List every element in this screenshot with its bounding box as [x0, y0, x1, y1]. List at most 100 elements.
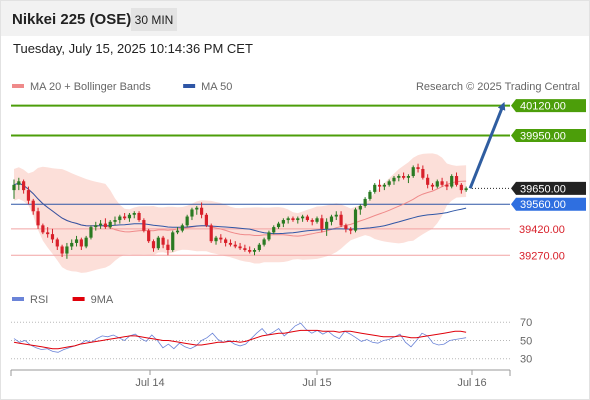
candle [108, 220, 112, 229]
candle [26, 186, 31, 205]
candle [31, 198, 35, 215]
candle-body [142, 220, 146, 231]
candle [94, 221, 98, 231]
candle [281, 218, 285, 228]
candle-body [65, 246, 69, 254]
candle [89, 225, 93, 240]
candle-body [243, 248, 247, 250]
candle-body [94, 225, 98, 228]
level-label-current: 39650.00 [520, 183, 566, 195]
candle-body [74, 239, 79, 243]
candle [377, 179, 382, 192]
candle-body [454, 176, 459, 185]
rsi-ma-line [13, 329, 467, 350]
candle [118, 214, 122, 224]
x-tick-label: Jul 14 [135, 377, 164, 389]
candle [142, 218, 146, 233]
candle [349, 227, 353, 235]
candle-body [103, 223, 107, 228]
candle-body [272, 227, 276, 233]
candle [382, 183, 386, 191]
candle-body [286, 218, 290, 221]
rsi-tick-label: 70 [520, 317, 532, 329]
candle-body [349, 228, 353, 231]
candle-body [373, 184, 377, 192]
candle [65, 242, 69, 259]
candle [248, 246, 252, 254]
candle [161, 235, 165, 249]
candle [70, 239, 74, 250]
candle-body [435, 181, 439, 187]
candle [84, 235, 88, 249]
candles [12, 163, 468, 259]
candle-body [22, 181, 26, 191]
instrument-title: Nikkei 225 (OSE) [12, 11, 132, 28]
candle [310, 218, 314, 226]
candle-body [199, 207, 204, 215]
candle-body [17, 181, 21, 185]
candle-body [464, 188, 468, 191]
candle [464, 186, 468, 192]
candle [286, 216, 290, 224]
candle-body [108, 221, 112, 228]
candle-body [219, 237, 223, 240]
candle-body [305, 216, 310, 221]
level-tag-current [511, 181, 586, 195]
timeframe-badge[interactable]: 30 MIN [131, 8, 177, 31]
candle-body [123, 216, 127, 219]
level-label-support: 39270.00 [519, 250, 565, 262]
candle-body [358, 205, 362, 210]
candle-body [430, 184, 435, 187]
candle-body [238, 246, 242, 249]
candle-body [397, 176, 401, 178]
header-bar: Nikkei 225 (OSE) 30 MIN [1, 1, 589, 36]
candle-body [450, 176, 454, 187]
candle [132, 211, 136, 219]
candle [339, 211, 343, 228]
candle [262, 237, 266, 247]
timestamp: Tuesday, July 15, 2025 10:14:36 PM CET [13, 41, 253, 56]
candle-body [296, 218, 300, 221]
rsi-line [13, 322, 467, 353]
candle [450, 174, 454, 189]
candle-body [248, 249, 252, 252]
candle [180, 223, 184, 233]
candle-body [459, 184, 463, 191]
candle [368, 190, 372, 201]
candle-body [204, 214, 208, 226]
candle-body [12, 184, 16, 191]
candle [243, 244, 247, 252]
x-tick-label: Jul 15 [302, 377, 331, 389]
candle-body [151, 241, 156, 249]
candle-body [228, 242, 233, 245]
candle [98, 220, 103, 229]
candle [272, 225, 276, 235]
candle-body [26, 190, 31, 201]
candle [397, 174, 401, 182]
candle [219, 234, 223, 243]
candle-body [175, 230, 180, 233]
candle-body [406, 176, 411, 178]
candle-body [98, 223, 103, 226]
candle-body [281, 220, 285, 224]
candle [329, 214, 334, 226]
candle-body [291, 218, 295, 221]
candle-body [31, 200, 35, 212]
candle [214, 235, 218, 245]
candle-body [70, 242, 74, 247]
candle-body [137, 213, 141, 221]
candle [325, 218, 329, 236]
candle-body [315, 218, 319, 222]
level-label-ma50: 39560.00 [520, 199, 566, 211]
rsi-legend: RSI 9MA [12, 294, 114, 306]
candle [175, 227, 180, 235]
candle-body [209, 225, 213, 242]
legend-swatch [72, 297, 85, 301]
candle-body [127, 214, 132, 219]
rsi-tick-label: 30 [520, 354, 532, 366]
candle [238, 242, 242, 250]
candle-body [257, 244, 261, 250]
candle [445, 181, 449, 191]
candle [166, 239, 170, 256]
candle-body [84, 237, 88, 247]
